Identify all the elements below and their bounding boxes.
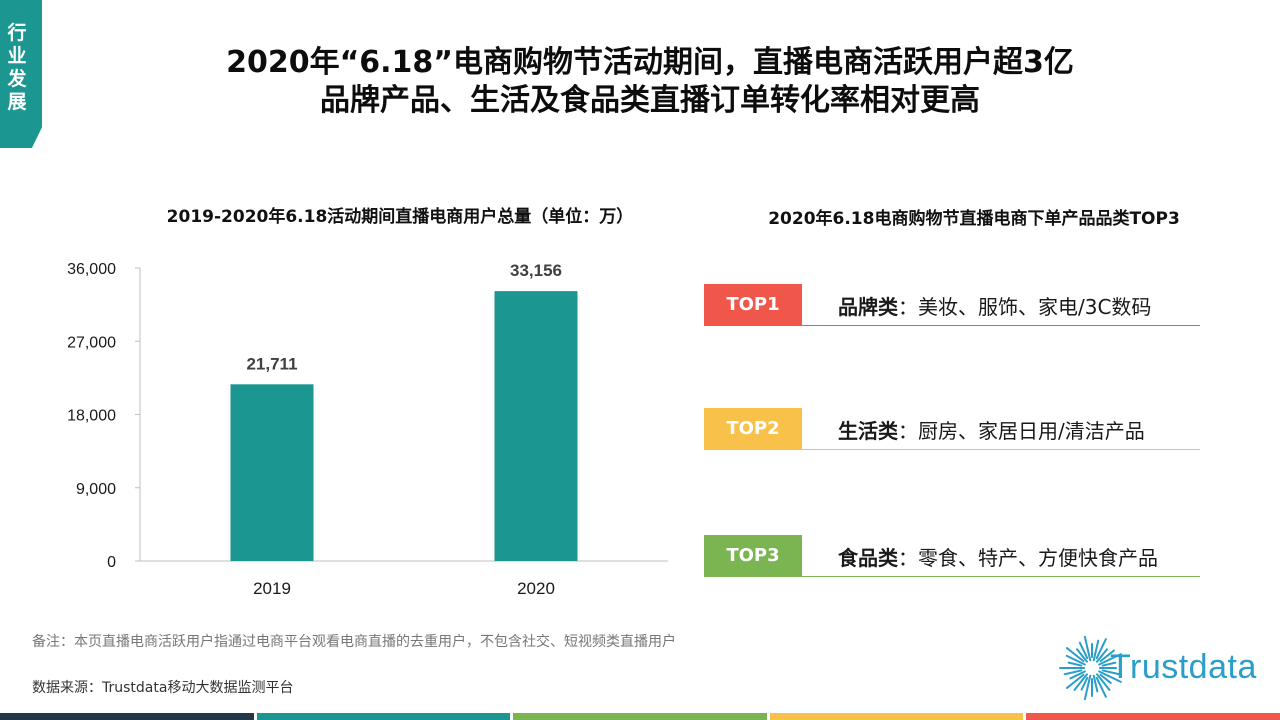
sunburst-logo-icon — [1059, 635, 1122, 701]
logo-ray — [1098, 653, 1122, 666]
x-tick-label: 2019 — [253, 579, 291, 598]
top3-item: TOP2 生活类：厨房、家居日用/清洁产品 — [704, 408, 1200, 452]
x-tick-label: 2020 — [517, 579, 555, 598]
logo-ray — [1073, 673, 1089, 691]
bar-value-label: 33,156 — [510, 261, 562, 280]
logo-ray — [1099, 673, 1112, 684]
bottom-bar-segment — [0, 713, 254, 720]
logo-ray — [1065, 647, 1085, 663]
bottom-bar-segment — [256, 713, 511, 720]
top1-text: 品牌类：美妆、服饰、家电/3C数码 — [838, 291, 1151, 320]
top2-separator: ： — [898, 419, 918, 443]
section-tab-char: 业 — [7, 45, 27, 67]
logo-ray — [1065, 654, 1086, 666]
top1-badge: TOP1 — [704, 284, 802, 326]
logo-ray — [1083, 635, 1092, 662]
top1-separator: ： — [898, 295, 918, 319]
logo-ray — [1092, 639, 1100, 662]
section-tab: 行 业 发 展 — [0, 0, 42, 148]
top1-detail: 美妆、服饰、家电/3C数码 — [918, 295, 1152, 319]
top2-category: 生活类 — [838, 419, 898, 443]
bar-chart: 0 9,000 18,000 27,000 36,000 21,711 2019 33,15… — [67, 261, 668, 598]
data-source: 数据来源：Trustdata移动大数据监测平台 — [32, 680, 294, 696]
logo-ray — [1083, 674, 1092, 701]
bottom-bar-segment — [769, 713, 1024, 720]
top3-item: TOP3 食品类：零食、特产、方便快食产品 — [704, 535, 1200, 579]
top3-item: TOP1 品牌类：美妆、服饰、家电/3C数码 — [704, 284, 1200, 328]
logo-ray — [1095, 673, 1111, 691]
top2-text: 生活类：厨房、家居日用/清洁产品 — [838, 415, 1145, 444]
section-tab-char: 行 — [7, 22, 27, 44]
y-tick-label: 36,000 — [67, 261, 116, 278]
bar — [230, 384, 314, 561]
logo-ray — [1080, 676, 1089, 691]
top1-underline — [802, 325, 1200, 326]
y-tick-label: 9,000 — [76, 481, 116, 498]
logo-ray — [1065, 673, 1085, 689]
logo-ray — [1063, 669, 1083, 676]
logo-text: Trustdata — [1110, 648, 1257, 686]
section-tab-char: 展 — [7, 91, 27, 113]
logo-ray — [1092, 674, 1099, 693]
top3-text: 食品类：零食、特产、方便快食产品 — [838, 542, 1158, 571]
logo-ray — [1101, 669, 1121, 676]
top3-detail: 零食、特产、方便快食产品 — [918, 546, 1158, 570]
top2-badge: TOP2 — [704, 408, 802, 450]
logo-ray — [1095, 676, 1107, 698]
top2-underline — [802, 449, 1200, 450]
top3-category: 食品类 — [838, 546, 898, 570]
logo-ray — [1098, 670, 1122, 683]
bottom-color-bar — [0, 713, 1280, 720]
bar — [494, 291, 578, 561]
page-title: 2020年“6.18”电商购物节活动期间，直播电商活跃用户超3亿 品牌产品、生活… — [60, 44, 1240, 120]
logo-ray — [1069, 670, 1086, 680]
top3-separator: ： — [898, 546, 918, 570]
top2-detail: 厨房、家居日用/清洁产品 — [918, 419, 1145, 443]
top3-badge: TOP3 — [704, 535, 802, 577]
page-title-line-1: 2020年“6.18”电商购物节活动期间，直播电商活跃用户超3亿 — [226, 45, 1074, 80]
logo-ray — [1076, 648, 1089, 663]
bar-value-label: 21,711 — [246, 354, 297, 373]
section-tab-char: 发 — [7, 68, 27, 90]
y-tick-label: 18,000 — [67, 408, 116, 425]
top3-underline — [802, 576, 1200, 577]
bottom-bar-segment — [513, 713, 767, 720]
logo-ray — [1067, 661, 1083, 667]
logo-ray — [1078, 641, 1089, 660]
logo-ray — [1101, 661, 1117, 667]
bottom-bar-segment — [1026, 713, 1280, 720]
logo-ray — [1099, 649, 1115, 663]
y-tick-label: 0 — [107, 554, 116, 571]
top1-category: 品牌类 — [838, 295, 898, 319]
footnote: 备注：本页直播电商活跃用户指通过电商平台观看电商直播的去重用户，不包含社交、短视… — [32, 634, 676, 650]
logo-ray — [1095, 648, 1108, 663]
page-title-line-2: 品牌产品、生活及食品类直播订单转化率相对更高 — [320, 83, 980, 118]
y-tick-label: 27,000 — [67, 334, 116, 351]
chart-title: 2019-2020年6.18活动期间直播电商用户总量（单位：万） — [166, 207, 634, 227]
top3-title: 2020年6.18电商购物节直播电商下单产品品类TOP3 — [768, 209, 1180, 229]
logo-ray — [1095, 638, 1107, 660]
